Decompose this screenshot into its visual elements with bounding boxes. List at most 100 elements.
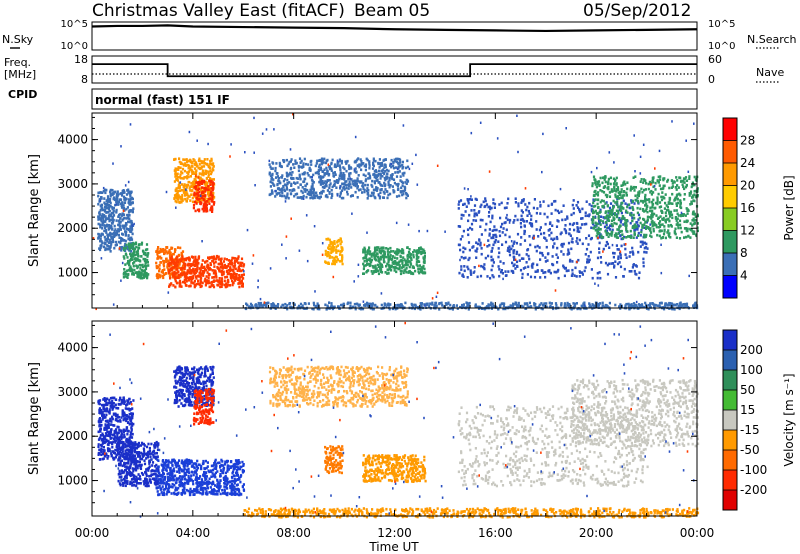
echo-cell bbox=[657, 225, 661, 229]
echo-cell bbox=[560, 302, 563, 306]
echo-cell bbox=[581, 271, 584, 274]
echo-cell bbox=[675, 209, 678, 212]
echo-cell bbox=[125, 245, 128, 249]
echo-cell bbox=[138, 273, 141, 277]
speckle-cell bbox=[92, 237, 95, 240]
echo-cell bbox=[312, 196, 315, 200]
echo-cell bbox=[387, 268, 390, 272]
echo-cell bbox=[636, 211, 639, 215]
speckle-cell bbox=[611, 243, 614, 247]
echo-cell bbox=[166, 246, 169, 249]
echo-cell bbox=[155, 264, 158, 268]
echo-cell bbox=[336, 244, 339, 247]
echo-cell bbox=[620, 218, 623, 222]
echo-cell bbox=[215, 274, 218, 278]
echo-cell bbox=[223, 266, 226, 269]
echo-cell bbox=[218, 262, 222, 266]
echo-cell bbox=[196, 268, 199, 271]
echo-cell bbox=[515, 241, 518, 245]
echo-cell bbox=[616, 262, 620, 266]
speckle-cell bbox=[554, 289, 557, 292]
speckle-cell bbox=[196, 139, 198, 142]
echo-cell bbox=[581, 273, 584, 276]
speckle-cell bbox=[122, 209, 125, 213]
echo-cell bbox=[177, 166, 180, 169]
echo-cell bbox=[108, 247, 111, 251]
echo-cell bbox=[614, 193, 617, 196]
echo-cell bbox=[673, 198, 677, 201]
echo-cell bbox=[178, 281, 181, 285]
echo-cell bbox=[617, 248, 620, 251]
echo-cell bbox=[127, 198, 130, 201]
echo-cell bbox=[599, 234, 602, 237]
echo-cell bbox=[320, 192, 323, 195]
echo-cell bbox=[654, 188, 657, 191]
echo-cell bbox=[431, 303, 434, 306]
echo-cell bbox=[363, 264, 366, 268]
echo-cell bbox=[211, 163, 214, 167]
echo-cell bbox=[189, 185, 192, 188]
echo-cell bbox=[451, 305, 455, 308]
echo-cell bbox=[168, 285, 171, 288]
echo-cell bbox=[123, 209, 126, 212]
echo-cell bbox=[677, 214, 680, 217]
echo-cell bbox=[131, 228, 134, 231]
echo-cell bbox=[463, 265, 466, 268]
echo-cell bbox=[170, 268, 173, 272]
echo-cell bbox=[493, 228, 496, 232]
echo-cell bbox=[597, 181, 600, 185]
echo-cell bbox=[169, 276, 172, 280]
speckle-cell bbox=[431, 297, 434, 300]
echo-cell bbox=[341, 176, 344, 179]
echo-cell bbox=[419, 302, 422, 305]
echo-cell bbox=[500, 201, 503, 205]
echo-cell bbox=[193, 172, 196, 175]
echo-cell bbox=[387, 272, 390, 275]
echo-cell bbox=[354, 190, 357, 194]
echo-cell bbox=[205, 280, 208, 283]
echo-cell bbox=[128, 244, 131, 247]
echo-cell bbox=[668, 235, 671, 238]
echo-cell bbox=[136, 250, 139, 254]
echo-cell bbox=[349, 172, 352, 175]
echo-cell bbox=[354, 182, 357, 185]
echo-cell bbox=[499, 303, 502, 307]
echo-cell bbox=[180, 188, 184, 192]
echo-cell bbox=[631, 199, 634, 203]
echo-cell bbox=[591, 182, 594, 185]
echo-cell bbox=[338, 260, 342, 263]
echo-cell bbox=[327, 237, 330, 241]
echo-cell bbox=[621, 201, 624, 205]
speckle-cell bbox=[426, 229, 429, 233]
echo-cell bbox=[139, 264, 143, 267]
echo-cell bbox=[540, 232, 543, 236]
echo-cell bbox=[405, 270, 408, 274]
echo-cell bbox=[319, 158, 322, 162]
echo-cell bbox=[676, 179, 679, 182]
echo-cell bbox=[504, 221, 507, 224]
echo-cell bbox=[107, 228, 110, 231]
echo-cell bbox=[229, 263, 232, 266]
echo-cell bbox=[335, 245, 338, 249]
echo-cell bbox=[195, 202, 198, 205]
echo-cell bbox=[636, 305, 639, 309]
echo-cell bbox=[476, 275, 479, 279]
echo-cell bbox=[479, 205, 482, 209]
echo-cell bbox=[180, 285, 183, 288]
echo-cell bbox=[356, 158, 359, 162]
echo-cell bbox=[222, 272, 225, 276]
echo-cell bbox=[124, 263, 127, 266]
echo-cell bbox=[605, 201, 608, 204]
echo-cell bbox=[440, 301, 443, 305]
echo-cell bbox=[583, 269, 586, 273]
echo-cell bbox=[669, 223, 673, 227]
echo-cell bbox=[574, 302, 577, 306]
speckle-cell bbox=[285, 257, 287, 260]
echo-cell bbox=[508, 253, 512, 257]
echo-cell bbox=[326, 254, 329, 258]
echo-cell bbox=[660, 301, 663, 305]
echo-cell bbox=[649, 206, 652, 210]
echo-cell bbox=[676, 212, 679, 216]
echo-cell bbox=[579, 226, 582, 230]
echo-cell bbox=[370, 194, 373, 198]
